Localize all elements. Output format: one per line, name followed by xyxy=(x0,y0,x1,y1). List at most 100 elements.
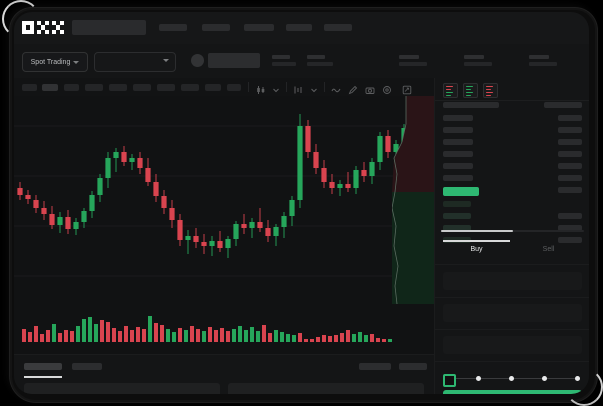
orderbook-bid-row[interactable] xyxy=(443,225,471,231)
search-input[interactable] xyxy=(72,20,146,35)
candlestick-series xyxy=(14,114,434,277)
orderbook-ask-row[interactable] xyxy=(558,139,582,145)
orderbook-bid-row[interactable] xyxy=(443,139,473,145)
orderbook-ask-row[interactable] xyxy=(558,115,582,121)
order-form xyxy=(435,264,589,369)
interval-chip-9[interactable] xyxy=(205,84,221,91)
price-field[interactable] xyxy=(443,304,582,322)
last-price-value xyxy=(208,53,260,68)
slider-handle[interactable] xyxy=(443,374,456,387)
form-divider xyxy=(435,297,589,298)
orderbook-ask-row[interactable] xyxy=(558,163,582,169)
interval-chip-1[interactable] xyxy=(22,84,37,91)
interval-chip-8[interactable] xyxy=(181,84,199,91)
line-chart-icon[interactable] xyxy=(331,82,341,93)
orderbook-ask-row[interactable] xyxy=(558,237,582,243)
orderbook-bid-row[interactable] xyxy=(443,213,471,219)
bottom-action-1[interactable] xyxy=(359,363,391,370)
fullscreen-icon[interactable] xyxy=(402,82,412,95)
amount-field[interactable] xyxy=(443,336,582,354)
orderbook-bid-row[interactable] xyxy=(443,187,479,196)
orderbook-ask-row[interactable] xyxy=(558,175,582,181)
buy-submit-button[interactable] xyxy=(443,390,582,394)
interval-chip-10[interactable] xyxy=(227,84,241,91)
orderbook-ask-row[interactable] xyxy=(544,102,582,108)
orderbook-bid-row[interactable] xyxy=(443,175,473,181)
camera-snapshot-icon[interactable] xyxy=(365,82,375,94)
orderbook-both-icon[interactable] xyxy=(443,83,458,98)
nav-item-5[interactable] xyxy=(324,24,352,31)
stat-24h-volume xyxy=(464,55,492,66)
orderbook-bids-icon[interactable] xyxy=(463,83,478,98)
orderbook-bid-row[interactable] xyxy=(443,151,473,157)
active-tab-underline xyxy=(24,376,62,378)
bottom-panel-right xyxy=(228,383,424,394)
candlestick-chart-icon[interactable] xyxy=(256,82,266,94)
chart-settings-icon[interactable] xyxy=(382,82,392,94)
tab-order-history[interactable] xyxy=(72,363,102,370)
chevron-down-icon[interactable] xyxy=(309,82,319,93)
interval-chip-4[interactable] xyxy=(85,84,103,91)
stat-24h-low xyxy=(399,55,427,66)
depth-chart-overlay xyxy=(392,96,434,304)
slider-stop-50[interactable] xyxy=(509,375,514,381)
orderbook-ask-row[interactable] xyxy=(558,213,582,219)
chevron-down-icon xyxy=(73,60,80,64)
price-chart[interactable] xyxy=(14,96,434,304)
nav-item-3[interactable] xyxy=(244,24,274,31)
market-type-dropdown[interactable]: Spot Trading xyxy=(22,52,88,72)
stat-24h-high xyxy=(307,55,333,66)
orderbook-bid-row[interactable] xyxy=(443,127,473,133)
app-header xyxy=(14,12,589,44)
orderbook-ask-row[interactable] xyxy=(558,187,582,193)
okx-logo-icon[interactable] xyxy=(22,21,64,34)
orderbook-scrollbar[interactable] xyxy=(441,230,513,232)
orderbook-ask-row[interactable] xyxy=(558,151,582,157)
form-divider xyxy=(435,361,589,362)
orderbook-rows[interactable] xyxy=(435,102,589,243)
orderbook-divider xyxy=(435,100,589,101)
orderbook-bid-row[interactable] xyxy=(443,102,499,108)
chevron-down-icon xyxy=(163,59,169,62)
orderbook-bid-row[interactable] xyxy=(443,201,471,207)
chevron-down-icon[interactable] xyxy=(271,82,281,93)
volume-histogram xyxy=(14,304,434,354)
amount-slider[interactable] xyxy=(443,372,582,387)
market-type-label: Spot Trading xyxy=(30,58,71,66)
nav-item-1[interactable] xyxy=(159,24,187,31)
orderbook-bid-row[interactable] xyxy=(443,115,473,121)
orderbook-view-modes xyxy=(443,83,498,98)
orderbook-bid-row[interactable] xyxy=(443,163,473,169)
bottom-panel-left xyxy=(24,383,220,394)
slider-stop-25[interactable] xyxy=(476,375,481,381)
interval-chip-7[interactable] xyxy=(157,84,175,91)
slider-stop-75[interactable] xyxy=(542,375,547,381)
slider-stop-100[interactable] xyxy=(575,375,580,381)
bottom-action-2[interactable] xyxy=(399,363,427,370)
nav-item-2[interactable] xyxy=(202,24,230,31)
drawing-pencil-icon[interactable] xyxy=(348,82,358,95)
sell-tab[interactable]: Sell xyxy=(542,246,555,253)
interval-chip-2[interactable] xyxy=(42,84,58,91)
coin-avatar-icon xyxy=(191,54,204,67)
nav-item-4[interactable] xyxy=(286,24,312,31)
order-side-tabs: Buy Sell xyxy=(435,240,589,262)
interval-chip-6[interactable] xyxy=(133,84,151,91)
toolbar-divider xyxy=(324,82,325,92)
device-screen: Spot Trading xyxy=(14,12,589,394)
active-side-underline xyxy=(443,240,510,242)
order-type-field[interactable] xyxy=(443,272,582,290)
indicators-icon[interactable] xyxy=(293,82,303,94)
orderbook-ask-row[interactable] xyxy=(558,127,582,133)
interval-chip-5[interactable] xyxy=(109,84,127,91)
interval-chip-3[interactable] xyxy=(64,84,79,91)
device-frame: Spot Trading xyxy=(10,8,597,402)
orderbook-ask-row[interactable] xyxy=(558,225,582,231)
toolbar-divider xyxy=(248,82,249,92)
tab-open-orders[interactable] xyxy=(24,363,62,370)
orderbook-asks-icon[interactable] xyxy=(483,83,498,98)
trading-pair-select[interactable] xyxy=(94,52,176,72)
buy-tab[interactable]: Buy xyxy=(470,246,483,253)
ticker-bar: Spot Trading xyxy=(14,44,589,78)
orderbook-and-form-panel: Buy Sell xyxy=(434,78,589,394)
